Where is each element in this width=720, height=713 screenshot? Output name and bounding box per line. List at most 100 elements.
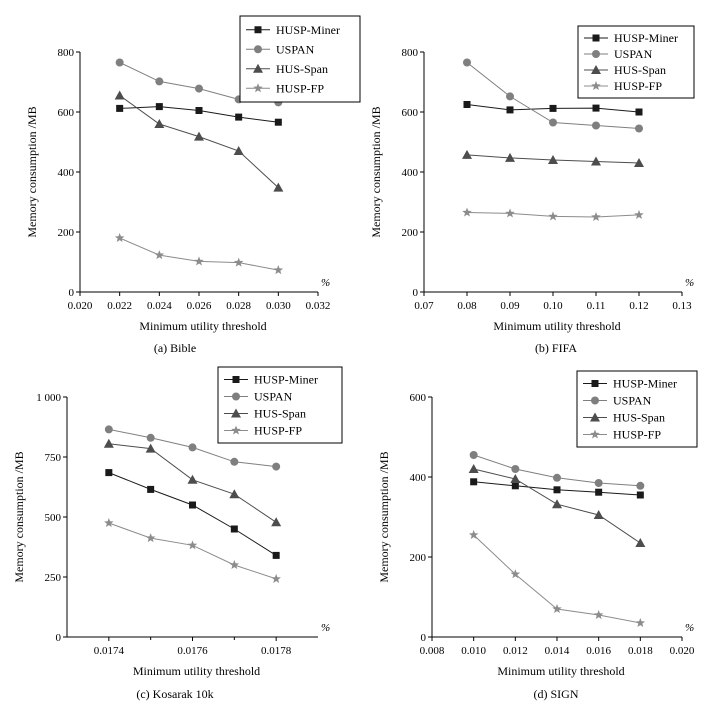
legend-label: USPAN <box>614 47 653 61</box>
data-point <box>592 104 600 112</box>
data-point <box>592 121 600 130</box>
data-point <box>595 488 603 496</box>
series-uspan <box>469 451 645 490</box>
x-tick-label: 0.016 <box>586 645 611 657</box>
panel-caption: (b) FIFA <box>535 341 577 355</box>
data-point <box>233 257 244 267</box>
legend-label: HUSP-Miner <box>614 31 678 45</box>
x-tick-label: 0.0176 <box>177 645 208 657</box>
legend: HUSP-Miner USPAN HUS-Span HUSP-FP <box>576 370 698 448</box>
legend-marker <box>591 81 601 91</box>
x-unit-label: % <box>321 622 330 634</box>
legend-marker <box>591 396 599 405</box>
y-tick-label: 600 <box>402 107 419 119</box>
legend-marker <box>590 412 600 422</box>
y-tick-label: 600 <box>58 107 75 119</box>
data-point <box>505 152 515 162</box>
data-point <box>235 113 243 121</box>
panel-caption: (c) Kosarak 10k <box>136 687 213 701</box>
legend-marker <box>232 376 240 383</box>
data-point <box>593 610 604 620</box>
data-point <box>155 77 164 86</box>
data-point <box>635 124 643 133</box>
data-point <box>506 106 514 114</box>
legend-label: HUSP-Miner <box>254 373 318 387</box>
data-point <box>634 158 644 167</box>
chart-panel-4: 0 200 400 600 0.008 0.010 0.012 0.014 0.016 0.018… <box>377 370 698 701</box>
x-tick-label: 0.032 <box>306 300 331 312</box>
data-point <box>634 209 644 219</box>
data-point <box>273 182 284 192</box>
data-point <box>114 233 125 243</box>
data-point <box>147 485 155 493</box>
legend-marker <box>231 408 241 418</box>
x-tick-label: 0.020 <box>68 300 93 312</box>
y-tick-label: 600 <box>410 392 427 404</box>
data-point <box>505 208 515 218</box>
y-tick-label: 800 <box>402 47 419 59</box>
y-tick-label: 0 <box>421 632 427 644</box>
legend-marker <box>231 425 241 435</box>
data-point <box>194 131 204 141</box>
data-point <box>195 107 203 114</box>
data-point <box>506 92 514 101</box>
data-point <box>194 256 204 266</box>
x-tick-label: 0.028 <box>226 300 251 312</box>
series-husp-miner <box>470 478 644 499</box>
data-point <box>468 464 479 473</box>
x-tick-label: 0.030 <box>266 300 291 312</box>
y-tick-label: 200 <box>410 552 427 564</box>
series-husp-fp <box>104 518 281 583</box>
data-point <box>145 533 156 543</box>
chart-panel-3: 0 250 500 750 1 000 0.0174 0.0176 0.0178% Minimu… <box>12 366 343 701</box>
x-axis-label: Minimum utility threshold <box>133 664 260 678</box>
x-tick-label: 0.026 <box>187 300 212 312</box>
legend-label: HUSP-FP <box>254 424 302 438</box>
data-point <box>271 573 281 583</box>
data-point <box>187 540 198 550</box>
y-tick-label: 800 <box>58 47 75 59</box>
data-point <box>229 560 240 570</box>
data-point <box>271 517 282 527</box>
data-point <box>510 474 521 483</box>
data-point <box>230 457 239 466</box>
legend: HUSP-Miner USPAN HUS-Span HUSP-FP <box>239 15 361 103</box>
y-tick-label: 1 000 <box>36 392 61 404</box>
data-point <box>511 482 519 490</box>
data-point <box>116 104 124 112</box>
legend-marker <box>592 50 600 58</box>
y-tick-label: 0 <box>56 632 62 644</box>
y-tick-label: 0 <box>69 287 75 299</box>
y-tick-label: 400 <box>402 167 419 179</box>
series-husp-fp <box>114 233 284 275</box>
legend-marker <box>254 45 262 54</box>
panel-caption: (d) SIGN <box>534 687 579 701</box>
data-point <box>195 84 203 93</box>
y-tick-label: 500 <box>45 512 62 524</box>
x-tick-label: 0.10 <box>543 300 563 312</box>
y-tick-label: 200 <box>402 227 419 239</box>
data-point <box>272 462 281 471</box>
series-uspan <box>463 58 643 133</box>
y-tick-label: 400 <box>410 472 427 484</box>
series-line <box>108 522 277 580</box>
data-point <box>104 425 113 434</box>
x-tick-label: 0.09 <box>500 300 520 312</box>
series-husp-fp <box>468 530 646 628</box>
panel-caption: (a) Bible <box>154 341 196 355</box>
series-hus-span <box>462 149 644 167</box>
legend-marker <box>253 83 263 93</box>
x-tick-label: 0.0178 <box>261 645 292 657</box>
data-point <box>105 469 113 477</box>
data-point <box>188 443 197 452</box>
x-tick-label: 0.010 <box>461 645 486 657</box>
y-tick-label: 250 <box>45 572 62 584</box>
x-unit-label: % <box>685 277 694 289</box>
data-point <box>468 530 479 540</box>
legend-label: HUSP-Miner <box>613 377 677 391</box>
legend-label: HUS-Span <box>613 411 665 425</box>
data-point <box>548 155 558 164</box>
data-point <box>636 491 644 499</box>
data-point <box>463 58 471 67</box>
legend-marker <box>592 34 600 42</box>
